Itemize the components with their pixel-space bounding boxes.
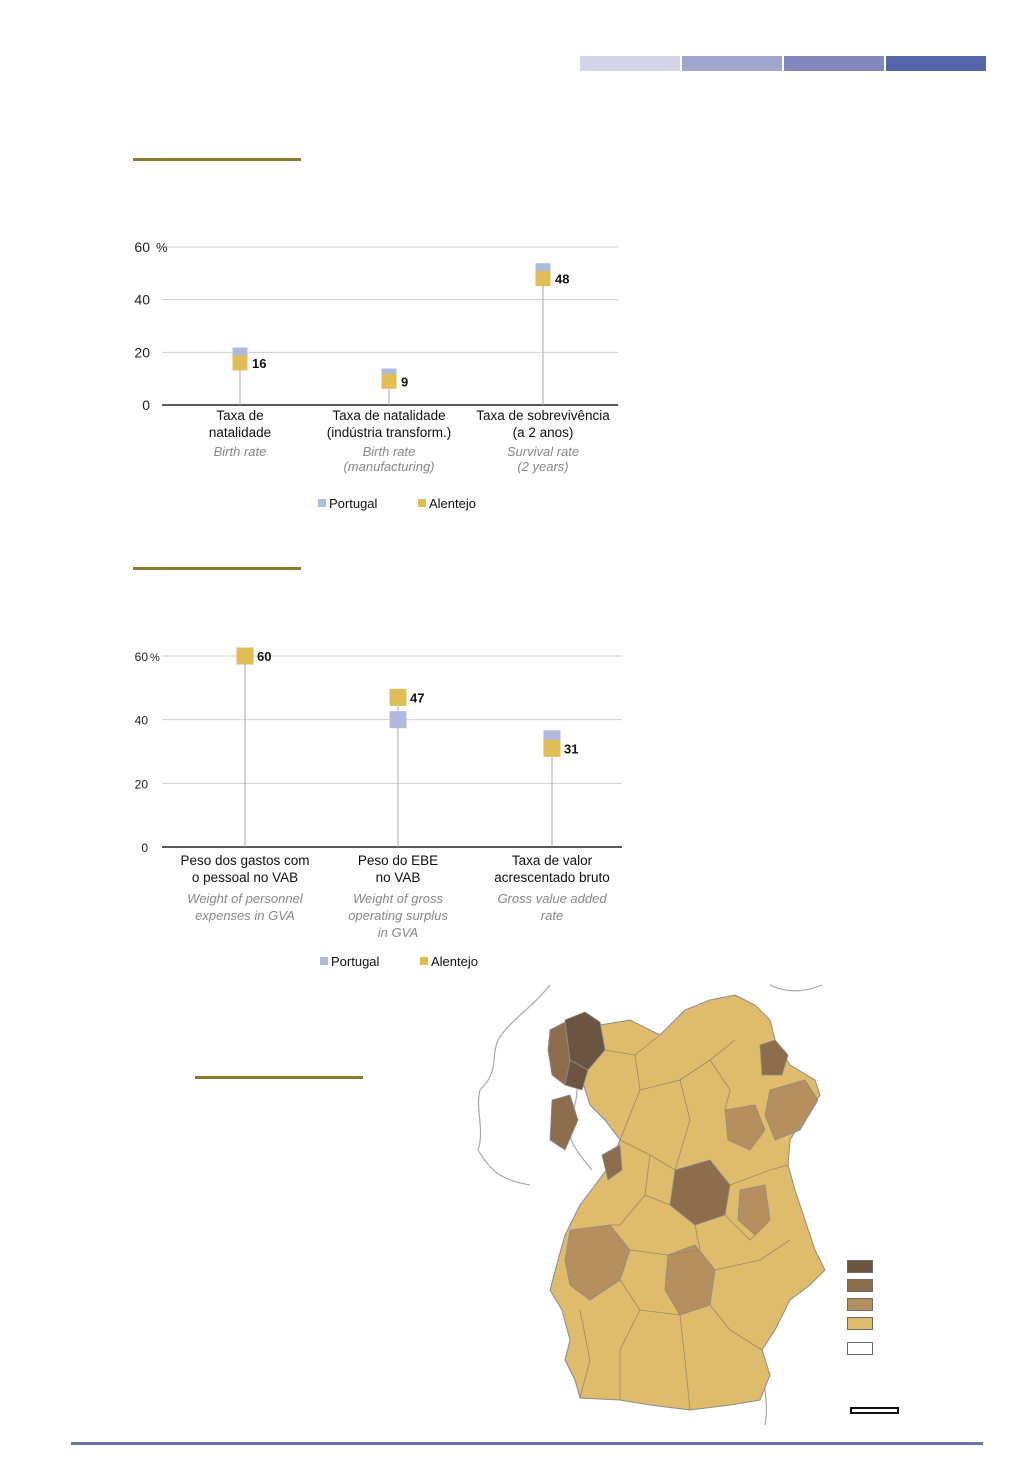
header-bar-segment-2 bbox=[682, 56, 782, 71]
data-label: 47 bbox=[410, 690, 424, 705]
alentejo-marker bbox=[236, 647, 254, 665]
y-tick-label: 40 bbox=[134, 292, 150, 308]
header-bar-segment-3 bbox=[784, 56, 884, 71]
y-tick-label: 0 bbox=[141, 841, 148, 855]
data-label: 31 bbox=[564, 741, 578, 756]
alentejo-municipality-map bbox=[477, 984, 826, 1426]
category-label-en: Birth rate bbox=[363, 444, 416, 459]
legend-swatch-class-2 bbox=[847, 1279, 873, 1292]
header-bar-segment-4 bbox=[886, 56, 986, 71]
legend-label-portugal: Portugal bbox=[329, 496, 378, 511]
category-label-pt: Taxa de natalidade bbox=[332, 408, 445, 423]
alentejo-marker bbox=[389, 688, 407, 706]
header-bar-segment-1 bbox=[580, 56, 680, 71]
category-label-en: Weight of gross bbox=[353, 891, 444, 906]
section-rule-2 bbox=[133, 567, 301, 570]
category-label-en: Survival rate bbox=[507, 444, 579, 459]
category-label-pt: Taxa de sobrevivência bbox=[476, 408, 610, 423]
legend-label-portugal: Portugal bbox=[331, 954, 380, 969]
category-label-pt: Peso dos gastos com bbox=[180, 853, 309, 868]
legend-swatch-portugal bbox=[318, 499, 326, 507]
category-label-en: Weight of personnel bbox=[187, 891, 303, 906]
alentejo-marker bbox=[232, 355, 248, 371]
y-tick-label: 20 bbox=[135, 777, 149, 791]
coastline bbox=[477, 984, 551, 1186]
category-label-en: Birth rate bbox=[214, 444, 267, 459]
portugal-marker bbox=[389, 711, 407, 729]
category-label-en: (manufacturing) bbox=[343, 459, 434, 474]
legend-swatch-class-4 bbox=[847, 1317, 873, 1330]
municipality-class-2b bbox=[549, 1094, 579, 1151]
municipality-boundaries bbox=[579, 1034, 791, 1411]
category-label-pt: Taxa de bbox=[216, 408, 263, 423]
chart-1: 0 20 40 60 % 16 Taxa de natalidade Birth rate 9 Ta… bbox=[134, 239, 618, 511]
legend-swatch-portugal bbox=[320, 957, 328, 965]
legend-swatch-alentejo bbox=[420, 957, 428, 965]
y-unit-label: % bbox=[156, 240, 168, 255]
y-tick-label: 60 bbox=[134, 239, 150, 255]
municipality-class-2 bbox=[547, 1021, 571, 1086]
municipality-class-2e bbox=[601, 1144, 623, 1181]
footer-rule bbox=[71, 1442, 983, 1445]
category-label-pt-2: acrescentado bruto bbox=[494, 870, 610, 885]
legend-swatch-alentejo bbox=[418, 499, 426, 507]
y-tick-label: 40 bbox=[135, 714, 149, 728]
alentejo-marker bbox=[543, 739, 561, 757]
category-label-en: operating surplus bbox=[348, 908, 448, 923]
category-label-pt: Peso do EBE bbox=[358, 853, 438, 868]
category-label-en: in GVA bbox=[378, 925, 418, 940]
municipality-class-3d bbox=[564, 1224, 631, 1301]
legend-swatch-no-data bbox=[847, 1342, 873, 1355]
category-label-pt-2: natalidade bbox=[209, 425, 271, 440]
data-label: 16 bbox=[252, 356, 266, 371]
section-rule-1 bbox=[133, 158, 301, 161]
municipality-class-3b bbox=[724, 1104, 766, 1151]
category-label-pt-2: (indústria transform.) bbox=[327, 425, 452, 440]
category-label-pt-2: o pessoal no VAB bbox=[192, 870, 298, 885]
alentejo-marker bbox=[381, 373, 397, 389]
municipality-class-3 bbox=[764, 1079, 819, 1141]
legend-swatch-class-1 bbox=[847, 1260, 873, 1273]
y-unit-label: % bbox=[150, 652, 160, 664]
municipality-class-2d bbox=[759, 1039, 789, 1076]
legend-label-alentejo: Alentejo bbox=[429, 496, 476, 511]
legend-label-alentejo: Alentejo bbox=[431, 954, 478, 969]
border-east bbox=[769, 984, 823, 992]
y-tick-label: 60 bbox=[135, 650, 149, 664]
y-tick-label: 20 bbox=[134, 344, 150, 360]
section-rule-3 bbox=[195, 1076, 363, 1079]
category-label-pt: Taxa de valor bbox=[512, 853, 593, 868]
category-label-en: (2 years) bbox=[517, 459, 568, 474]
map-scale-bar bbox=[850, 1407, 899, 1414]
data-label: 60 bbox=[257, 649, 271, 664]
category-label-pt-2: (a 2 anos) bbox=[513, 425, 574, 440]
data-label: 48 bbox=[555, 272, 569, 287]
category-label-en: expenses in GVA bbox=[195, 908, 295, 923]
category-label-en: rate bbox=[541, 908, 563, 923]
data-label: 9 bbox=[401, 374, 408, 389]
y-tick-label: 0 bbox=[142, 397, 150, 413]
legend-swatch-class-3 bbox=[847, 1298, 873, 1311]
alentejo-marker bbox=[535, 271, 551, 287]
category-label-en: Gross value added bbox=[497, 891, 607, 906]
category-label-pt-2: no VAB bbox=[376, 870, 421, 885]
